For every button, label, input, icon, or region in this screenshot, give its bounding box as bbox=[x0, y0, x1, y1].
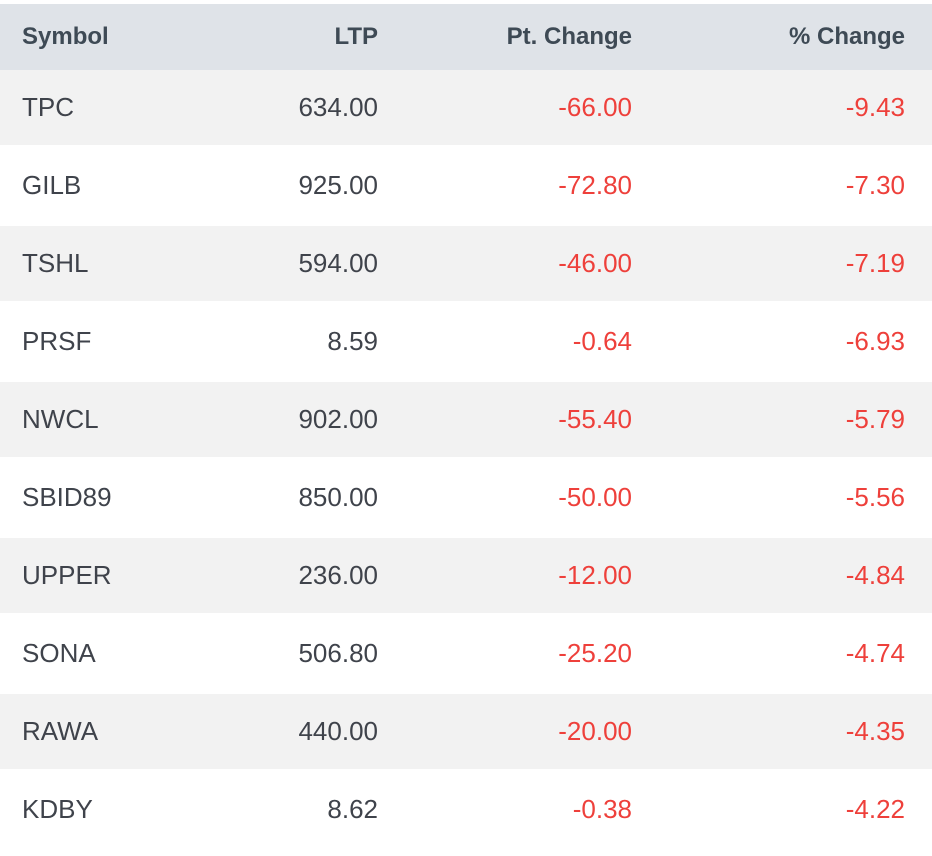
pct-change-cell: -6.93 bbox=[659, 304, 932, 382]
table-row: UPPER 236.00 -12.00 -4.84 bbox=[0, 538, 932, 616]
pt-change-cell: -66.00 bbox=[405, 70, 659, 148]
ltp-cell: 902.00 bbox=[245, 382, 405, 460]
pt-change-cell: -72.80 bbox=[405, 148, 659, 226]
pt-change-cell: -25.20 bbox=[405, 616, 659, 694]
symbol-cell: SONA bbox=[0, 616, 245, 694]
pt-change-cell: -0.38 bbox=[405, 772, 659, 850]
table-row: SBID89 850.00 -50.00 -5.56 bbox=[0, 460, 932, 538]
pt-change-cell: -20.00 bbox=[405, 694, 659, 772]
symbol-cell: NWCL bbox=[0, 382, 245, 460]
table-row: TPC 634.00 -66.00 -9.43 bbox=[0, 70, 932, 148]
symbol-cell: RAWA bbox=[0, 694, 245, 772]
table-row: PRSF 8.59 -0.64 -6.93 bbox=[0, 304, 932, 382]
symbol-cell: SBID89 bbox=[0, 460, 245, 538]
column-header-pct-change: % Change bbox=[659, 4, 932, 70]
table-row: SONA 506.80 -25.20 -4.74 bbox=[0, 616, 932, 694]
symbol-cell: UPPER bbox=[0, 538, 245, 616]
symbol-cell: GILB bbox=[0, 148, 245, 226]
symbol-cell: TSHL bbox=[0, 226, 245, 304]
ltp-cell: 594.00 bbox=[245, 226, 405, 304]
ltp-cell: 925.00 bbox=[245, 148, 405, 226]
table-row: KDBY 8.62 -0.38 -4.22 bbox=[0, 772, 932, 850]
pt-change-cell: -55.40 bbox=[405, 382, 659, 460]
pt-change-cell: -46.00 bbox=[405, 226, 659, 304]
symbol-cell: KDBY bbox=[0, 772, 245, 850]
table-row: RAWA 440.00 -20.00 -4.35 bbox=[0, 694, 932, 772]
pct-change-cell: -4.84 bbox=[659, 538, 932, 616]
stock-losers-table: Symbol LTP Pt. Change % Change TPC 634.0… bbox=[0, 4, 932, 850]
column-header-symbol: Symbol bbox=[0, 4, 245, 70]
pct-change-cell: -5.79 bbox=[659, 382, 932, 460]
table-row: TSHL 594.00 -46.00 -7.19 bbox=[0, 226, 932, 304]
table-row: NWCL 902.00 -55.40 -5.79 bbox=[0, 382, 932, 460]
table-row: GILB 925.00 -72.80 -7.30 bbox=[0, 148, 932, 226]
pct-change-cell: -7.30 bbox=[659, 148, 932, 226]
pct-change-cell: -4.35 bbox=[659, 694, 932, 772]
pct-change-cell: -4.22 bbox=[659, 772, 932, 850]
pt-change-cell: -0.64 bbox=[405, 304, 659, 382]
ltp-cell: 850.00 bbox=[245, 460, 405, 538]
ltp-cell: 440.00 bbox=[245, 694, 405, 772]
pt-change-cell: -12.00 bbox=[405, 538, 659, 616]
pct-change-cell: -7.19 bbox=[659, 226, 932, 304]
pct-change-cell: -9.43 bbox=[659, 70, 932, 148]
column-header-ltp: LTP bbox=[245, 4, 405, 70]
ltp-cell: 236.00 bbox=[245, 538, 405, 616]
symbol-cell: TPC bbox=[0, 70, 245, 148]
pct-change-cell: -4.74 bbox=[659, 616, 932, 694]
ltp-cell: 506.80 bbox=[245, 616, 405, 694]
ltp-cell: 634.00 bbox=[245, 70, 405, 148]
ltp-cell: 8.62 bbox=[245, 772, 405, 850]
ltp-cell: 8.59 bbox=[245, 304, 405, 382]
pt-change-cell: -50.00 bbox=[405, 460, 659, 538]
column-header-pt-change: Pt. Change bbox=[405, 4, 659, 70]
pct-change-cell: -5.56 bbox=[659, 460, 932, 538]
table-header-row: Symbol LTP Pt. Change % Change bbox=[0, 4, 932, 70]
symbol-cell: PRSF bbox=[0, 304, 245, 382]
